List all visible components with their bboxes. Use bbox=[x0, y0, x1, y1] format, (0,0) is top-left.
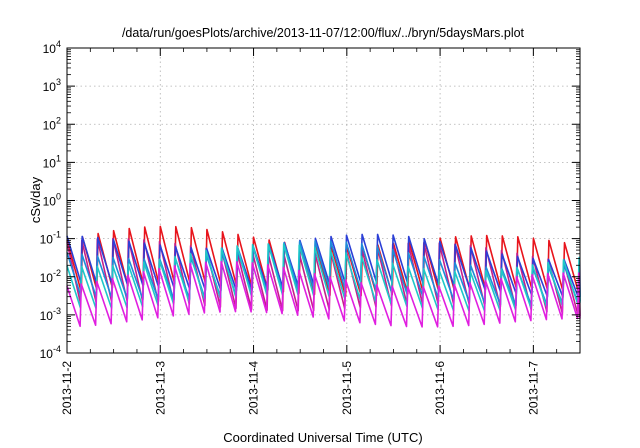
chart-title: /data/run/goesPlots/archive/2013-11-07/1… bbox=[122, 26, 525, 40]
y-tick-label: 10-3 bbox=[40, 306, 61, 323]
y-tick-label: 101 bbox=[43, 153, 61, 170]
y-tick-label: 10-4 bbox=[40, 344, 61, 361]
y-tick-label: 102 bbox=[43, 115, 61, 132]
tick-marks bbox=[66, 47, 581, 354]
x-tick-label: 2013-11-4 bbox=[247, 361, 261, 415]
x-tick-label: 2013-11-3 bbox=[153, 361, 167, 415]
y-axis-label: cSv/day bbox=[28, 176, 43, 223]
series-line-6 bbox=[66, 260, 581, 328]
x-tick-label: 2013-11-5 bbox=[340, 361, 354, 415]
tick-labels: 10-4 10-3 10-2 10-1 100 101 102 103 104 2013-11-2… bbox=[40, 39, 541, 415]
y-tick-label: 10-2 bbox=[40, 268, 61, 285]
x-axis-label: Coordinated Universal Time (UTC) bbox=[223, 430, 422, 445]
series-line-1 bbox=[66, 225, 580, 297]
y-tick-label: 100 bbox=[43, 192, 61, 209]
x-tick-label: 2013-11-2 bbox=[60, 361, 74, 415]
y-tick-label: 103 bbox=[43, 77, 61, 94]
x-tick-label: 2013-11-6 bbox=[433, 361, 447, 415]
y-tick-label: 10-1 bbox=[40, 230, 61, 247]
y-tick-label: 104 bbox=[43, 39, 61, 56]
series-layer bbox=[66, 225, 581, 328]
x-tick-label: 2013-11-7 bbox=[526, 361, 540, 415]
